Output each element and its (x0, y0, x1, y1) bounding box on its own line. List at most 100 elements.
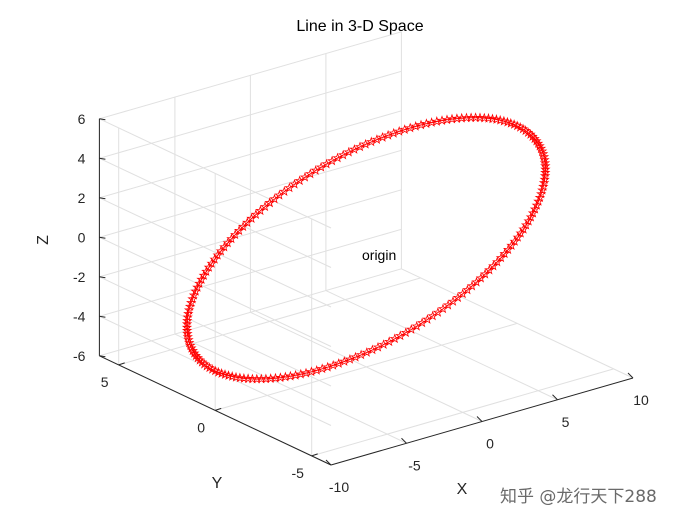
x-tick (401, 437, 407, 444)
z-tick (99, 276, 106, 279)
pentagram-marker (194, 354, 205, 365)
pentagram-marker (183, 334, 194, 345)
pentagram-marker (181, 318, 193, 329)
pentagram-marker (290, 369, 301, 380)
pentagram-marker (462, 284, 473, 295)
pentagram-marker (529, 133, 540, 144)
pentagram-marker (280, 371, 291, 382)
pentagram-marker (181, 322, 193, 332)
pentagram-marker (515, 227, 526, 238)
pentagram-marker (338, 149, 349, 160)
pentagram-marker (525, 211, 537, 222)
pentagram-marker (213, 366, 224, 377)
pentagram-marker (446, 113, 458, 124)
pentagram-marker (300, 367, 312, 378)
pentagram-marker (219, 369, 231, 380)
pentagram-marker (371, 134, 383, 144)
z-tick (99, 236, 106, 239)
pentagram-marker (432, 307, 444, 317)
pentagram-marker (484, 264, 495, 275)
pentagram-marker (339, 356, 350, 366)
x-tick-label: 5 (562, 414, 570, 430)
z-tick-label: -2 (73, 269, 86, 285)
pentagram-marker (447, 296, 459, 306)
y-tick-label: -5 (291, 465, 304, 481)
pentagram-marker (206, 258, 217, 268)
pentagram-marker (311, 364, 322, 375)
pentagram-marker (531, 200, 542, 210)
pentagram-marker (471, 276, 482, 287)
pentagram-marker (437, 303, 449, 314)
pentagram-marker (520, 219, 532, 230)
pentagram-marker (457, 288, 468, 299)
series-line (181, 112, 551, 384)
pentagram-marker (327, 359, 339, 370)
pentagram-marker (354, 141, 366, 152)
pentagram-marker (264, 197, 275, 208)
pentagram-marker (295, 368, 306, 379)
grid-line (99, 110, 402, 199)
pentagram-marker (533, 196, 544, 206)
pentagram-marker (344, 353, 356, 364)
x-tick (325, 459, 332, 466)
pentagram-marker (367, 344, 378, 355)
pentagram-marker (539, 154, 550, 165)
pentagram-marker (475, 272, 487, 283)
pentagram-marker (411, 320, 422, 331)
pentagram-marker (216, 368, 227, 378)
pentagram-marker (502, 244, 514, 255)
series-curve (186, 117, 546, 380)
pentagram-marker (360, 138, 371, 149)
pentagram-marker (201, 266, 212, 276)
grid-line (118, 277, 421, 366)
tick-labels: -10 -5 0 5 10 5 0 -5 6 4 2 0 -2 -4 -6 (73, 111, 649, 495)
pentagram-marker (518, 223, 529, 234)
z-axis-label: Z (35, 235, 52, 245)
pentagram-marker (372, 341, 384, 352)
z-tick-label: -6 (73, 348, 86, 364)
pentagram-marker (181, 325, 193, 336)
pentagram-marker (182, 331, 193, 342)
pentagram-marker (223, 370, 234, 380)
pentagram-marker (378, 339, 389, 350)
pentagram-marker (527, 207, 539, 218)
pentagram-marker (203, 262, 215, 272)
grid-line (215, 322, 518, 411)
grid-line (99, 236, 332, 347)
pentagram-marker (215, 245, 227, 256)
pentagram-marker (285, 370, 296, 381)
x-tick-label: -10 (329, 479, 349, 495)
pentagram-marker (506, 240, 517, 250)
pentagram-marker (198, 270, 209, 280)
pentagram-marker (333, 358, 344, 368)
watermark: 知乎 @龙行天下288 (500, 487, 657, 507)
y-tick (118, 362, 125, 366)
x-tick (552, 394, 558, 401)
x-tick (627, 372, 634, 379)
pentagram-marker (326, 155, 338, 166)
pentagram-marker (527, 131, 538, 141)
y-tick-label: 0 (197, 419, 205, 435)
axes (98, 118, 634, 466)
pentagram-marker (529, 203, 541, 214)
pentagram-marker (317, 363, 328, 374)
pentagram-marker (422, 314, 433, 324)
pentagram-marker (196, 274, 207, 284)
pentagram-marker (361, 347, 372, 357)
pentagram-marker (182, 315, 193, 326)
z-tick-label: 2 (78, 190, 86, 206)
pentagram-marker (230, 371, 242, 382)
x-tick-label: -5 (408, 457, 421, 473)
pentagram-marker (377, 132, 388, 142)
pentagram-marker (234, 372, 246, 383)
z-tick (99, 157, 106, 160)
pentagram-marker (394, 126, 405, 136)
pentagram-marker (388, 127, 399, 138)
grid-line (99, 118, 332, 229)
pentagram-marker (384, 336, 395, 347)
x-tick (476, 416, 483, 422)
pentagram-marker (190, 350, 202, 361)
pentagram-marker (540, 167, 551, 178)
pentagram-marker (512, 120, 523, 131)
grid-line (99, 189, 402, 278)
